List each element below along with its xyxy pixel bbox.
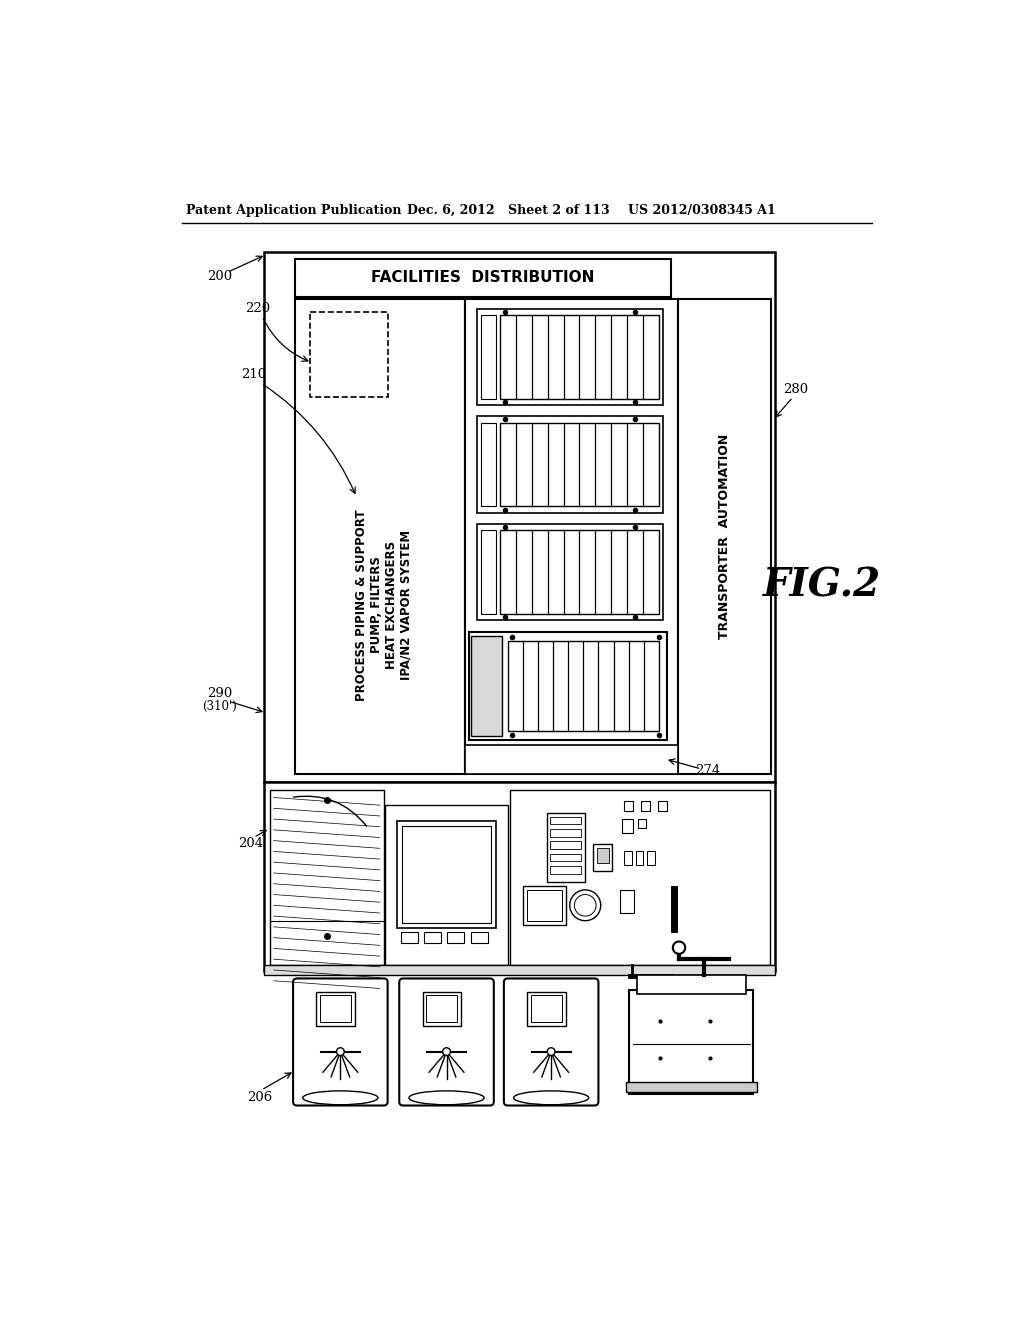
Text: (310'): (310') bbox=[202, 700, 237, 713]
Ellipse shape bbox=[303, 1090, 378, 1105]
Bar bbox=[523, 886, 566, 924]
Bar bbox=[465, 744, 678, 775]
Text: 206: 206 bbox=[247, 1092, 272, 1105]
Bar bbox=[316, 991, 355, 1026]
Bar bbox=[471, 636, 502, 737]
Bar bbox=[641, 801, 650, 810]
FancyBboxPatch shape bbox=[399, 978, 494, 1106]
Text: 220: 220 bbox=[245, 302, 270, 315]
Text: Dec. 6, 2012: Dec. 6, 2012 bbox=[407, 205, 495, 218]
Bar bbox=[624, 801, 633, 810]
Bar bbox=[630, 990, 754, 1094]
Text: 280: 280 bbox=[783, 383, 809, 396]
Text: 200: 200 bbox=[207, 269, 232, 282]
Text: FACILITIES  DISTRIBUTION: FACILITIES DISTRIBUTION bbox=[371, 271, 594, 285]
Bar bbox=[400, 932, 418, 942]
Bar bbox=[423, 991, 461, 1026]
Bar bbox=[508, 642, 658, 730]
Bar bbox=[636, 851, 643, 866]
Bar bbox=[500, 314, 658, 399]
Bar bbox=[550, 829, 582, 837]
Circle shape bbox=[673, 941, 685, 954]
Bar bbox=[671, 886, 677, 932]
Bar bbox=[477, 524, 663, 620]
Bar bbox=[447, 932, 464, 942]
Circle shape bbox=[337, 1048, 344, 1056]
Text: FIG.2: FIG.2 bbox=[763, 566, 881, 605]
Bar bbox=[550, 854, 582, 862]
Bar bbox=[477, 309, 663, 405]
Text: Patent Application Publication: Patent Application Publication bbox=[186, 205, 401, 218]
Text: 290: 290 bbox=[207, 686, 232, 700]
Circle shape bbox=[442, 1048, 451, 1056]
Bar bbox=[397, 821, 496, 928]
Bar bbox=[593, 843, 612, 871]
Circle shape bbox=[569, 890, 601, 921]
FancyBboxPatch shape bbox=[504, 978, 598, 1106]
Bar bbox=[637, 974, 745, 994]
Bar bbox=[647, 851, 655, 866]
Ellipse shape bbox=[514, 1090, 589, 1105]
Bar bbox=[638, 818, 646, 829]
Text: 204: 204 bbox=[238, 837, 263, 850]
Bar bbox=[500, 531, 658, 614]
Bar bbox=[471, 932, 487, 942]
Bar bbox=[547, 813, 586, 882]
Bar bbox=[626, 1082, 758, 1092]
FancyBboxPatch shape bbox=[293, 978, 388, 1106]
Text: PROCESS PIPING & SUPPORT
PUMP, FILTERS
HEAT EXCHANGERS
IPA/N2 VAPOR SYSTEM: PROCESS PIPING & SUPPORT PUMP, FILTERS H… bbox=[354, 510, 413, 701]
Bar bbox=[624, 851, 632, 866]
Bar bbox=[270, 789, 384, 965]
Bar bbox=[263, 965, 775, 974]
Bar bbox=[480, 531, 496, 614]
Bar bbox=[658, 801, 668, 810]
Bar bbox=[527, 890, 562, 921]
Bar bbox=[480, 314, 496, 399]
Bar bbox=[477, 416, 663, 512]
Bar bbox=[402, 826, 490, 923]
Bar bbox=[678, 298, 771, 775]
Bar bbox=[469, 632, 667, 739]
Bar bbox=[310, 313, 388, 397]
Bar bbox=[527, 991, 566, 1026]
Bar bbox=[263, 252, 775, 781]
Bar bbox=[500, 422, 658, 507]
Text: US 2012/0308345 A1: US 2012/0308345 A1 bbox=[628, 205, 775, 218]
Circle shape bbox=[547, 1048, 555, 1056]
Bar bbox=[550, 841, 582, 849]
Text: 274: 274 bbox=[695, 764, 720, 777]
Bar bbox=[621, 890, 634, 913]
Bar bbox=[597, 847, 608, 863]
Bar bbox=[480, 422, 496, 507]
Bar bbox=[510, 789, 770, 965]
Circle shape bbox=[574, 895, 596, 916]
Bar bbox=[424, 932, 441, 942]
Bar bbox=[550, 817, 582, 825]
Bar bbox=[263, 781, 775, 970]
Bar bbox=[385, 805, 508, 965]
Bar bbox=[550, 866, 582, 874]
Bar bbox=[426, 995, 458, 1022]
Bar bbox=[295, 298, 465, 775]
Bar bbox=[622, 818, 633, 833]
Text: Sheet 2 of 113: Sheet 2 of 113 bbox=[508, 205, 609, 218]
Bar bbox=[465, 298, 678, 775]
Bar bbox=[321, 995, 351, 1022]
Text: 210: 210 bbox=[241, 367, 266, 380]
Bar bbox=[531, 995, 562, 1022]
Text: TRANSPORTER  AUTOMATION: TRANSPORTER AUTOMATION bbox=[718, 434, 731, 639]
Bar bbox=[295, 259, 671, 297]
Ellipse shape bbox=[409, 1090, 484, 1105]
